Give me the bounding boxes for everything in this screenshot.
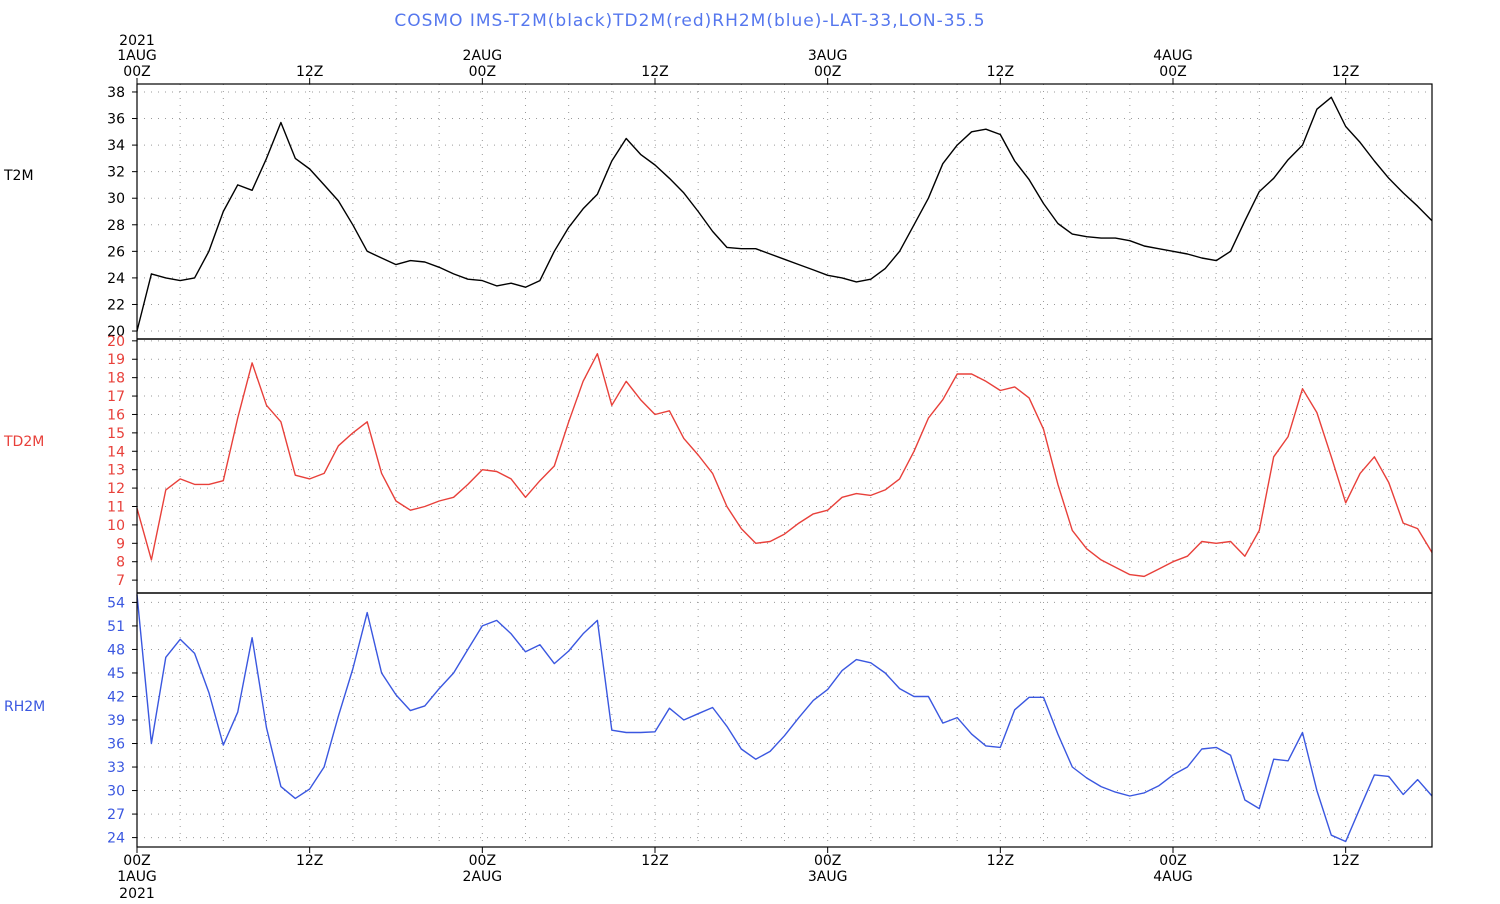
- x-tick-label-bottom: 12Z: [296, 853, 323, 869]
- grid-layer: [137, 84, 1432, 847]
- x-tick-label-bottom: 12Z: [641, 853, 668, 869]
- x-tick-label-bottom: 12Z: [1332, 853, 1359, 869]
- x-tick-label-bottom: 1AUG: [117, 869, 157, 885]
- y-tick-label: 36: [107, 112, 125, 128]
- y-tick-label: 11: [107, 499, 125, 515]
- y-tick-label: 33: [107, 760, 125, 776]
- x-tick-label-top: 00Z: [123, 64, 150, 80]
- x-tick-label-bottom: 00Z: [123, 853, 150, 869]
- panel-rh2m: 24 27 30 33 36 39 42 45 48 51 54 RH2M: [4, 594, 1433, 847]
- y-tick-label: 26: [107, 244, 125, 260]
- x-tick-label-top: 00Z: [469, 64, 496, 80]
- y-tick-label: 36: [107, 737, 125, 753]
- y-tick-label: 15: [107, 426, 125, 442]
- x-tick-label-bottom: 00Z: [814, 853, 841, 869]
- y-tick-label: 32: [107, 165, 125, 181]
- x-tick-label-bottom: 2AUG: [463, 869, 503, 885]
- y-tick-label: 38: [107, 85, 125, 101]
- x-tick-label-top: 4AUG: [1153, 48, 1193, 64]
- panel-t2m: 20 22 24 26 28 30 32 34 36 38 T2M: [3, 85, 1433, 340]
- y-tick-label: 24: [107, 831, 125, 847]
- x-axis: 1AUG00Z00Z1AUG12Z12Z2AUG00Z00Z2AUG12Z12Z…: [117, 48, 1359, 885]
- x-tick-label-top: 00Z: [1159, 64, 1186, 80]
- series-line-td2m: [136, 353, 1433, 578]
- x-tick-label-bottom: 12Z: [987, 853, 1014, 869]
- y-tick-label: 22: [107, 297, 125, 313]
- y-tick-label: 30: [107, 191, 125, 207]
- y-tick-label: 24: [107, 271, 125, 287]
- panel-label-td2m: TD2M: [3, 434, 44, 450]
- y-tick-label: 10: [107, 518, 125, 534]
- x-tick-label-top: 00Z: [814, 64, 841, 80]
- series-line-t2m: [136, 96, 1433, 332]
- y-tick-label: 14: [107, 444, 125, 460]
- x-tick-label-bottom: 4AUG: [1153, 869, 1193, 885]
- panels-layer: 20 22 24 26 28 30 32 34 36 38 T2M 7 8 9 10 11 12 13 14 15 16…: [3, 83, 1433, 848]
- y-tick-label: 20: [107, 324, 125, 340]
- x-tick-label-top: 12Z: [1332, 64, 1359, 80]
- x-tick-label-top: 12Z: [641, 64, 668, 80]
- y-tick-label: 7: [116, 573, 125, 589]
- x-tick-label-top: 2AUG: [463, 48, 503, 64]
- panel-td2m: 7 8 9 10 11 12 13 14 15 16 17 18 19 20 TD2M: [3, 334, 1433, 589]
- x-tick-label-bottom: 00Z: [1159, 853, 1186, 869]
- y-tick-label: 19: [107, 352, 125, 368]
- y-tick-label: 42: [107, 689, 125, 705]
- y-tick-label: 30: [107, 784, 125, 800]
- chart-title: COSMO IMS-T2M(black)TD2M(red)RH2M(blue)-…: [394, 11, 985, 31]
- y-tick-label: 48: [107, 642, 125, 658]
- y-tick-label: 20: [107, 334, 125, 350]
- y-tick-label: 18: [107, 371, 125, 387]
- x-year-bottom: 2021: [119, 886, 155, 900]
- y-tick-label: 12: [107, 481, 125, 497]
- y-tick-label: 16: [107, 407, 125, 423]
- y-tick-label: 17: [107, 389, 125, 405]
- y-tick-label: 39: [107, 713, 125, 729]
- y-tick-label: 51: [107, 619, 125, 635]
- panel-label-t2m: T2M: [3, 168, 34, 184]
- y-tick-label: 27: [107, 807, 125, 823]
- x-year-top: 2021: [119, 33, 155, 49]
- x-tick-label-top: 12Z: [987, 64, 1014, 80]
- plot-frame: [136, 83, 1433, 848]
- x-tick-label-top: 12Z: [296, 64, 323, 80]
- y-tick-label: 8: [116, 555, 125, 571]
- y-tick-label: 13: [107, 463, 125, 479]
- x-tick-label-bottom: 3AUG: [808, 869, 848, 885]
- y-tick-label: 9: [116, 536, 125, 552]
- x-tick-label-bottom: 00Z: [469, 853, 496, 869]
- y-tick-label: 28: [107, 218, 125, 234]
- y-tick-label: 54: [107, 595, 125, 611]
- x-tick-label-top: 3AUG: [808, 48, 848, 64]
- y-tick-label: 45: [107, 666, 125, 682]
- x-tick-label-top: 1AUG: [117, 48, 157, 64]
- panel-label-rh2m: RH2M: [4, 699, 45, 715]
- y-tick-label: 34: [107, 138, 125, 154]
- series-line-rh2m: [136, 594, 1433, 843]
